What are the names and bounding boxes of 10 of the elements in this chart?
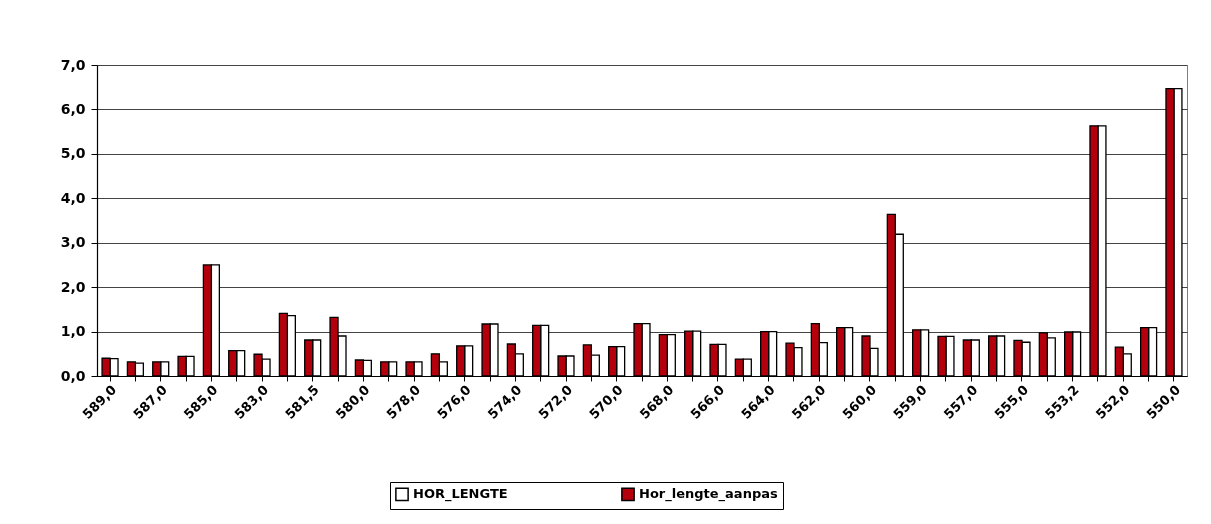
legend-label: Hor_lengte_aanpas — [639, 486, 778, 503]
y-tick-label: 0,0 — [60, 367, 86, 384]
y-tick-label: 5,0 — [60, 145, 86, 162]
y-tick-label: 2,0 — [60, 278, 86, 295]
y-tick-label: 3,0 — [60, 234, 86, 251]
legend-label: HOR_LENGTE — [413, 486, 508, 503]
y-tick-label: 7,0 — [60, 56, 86, 73]
y-tick-label: 1,0 — [60, 323, 86, 340]
y-tick-label: 4,0 — [60, 189, 86, 206]
y-tick-label: 6,0 — [60, 100, 86, 117]
